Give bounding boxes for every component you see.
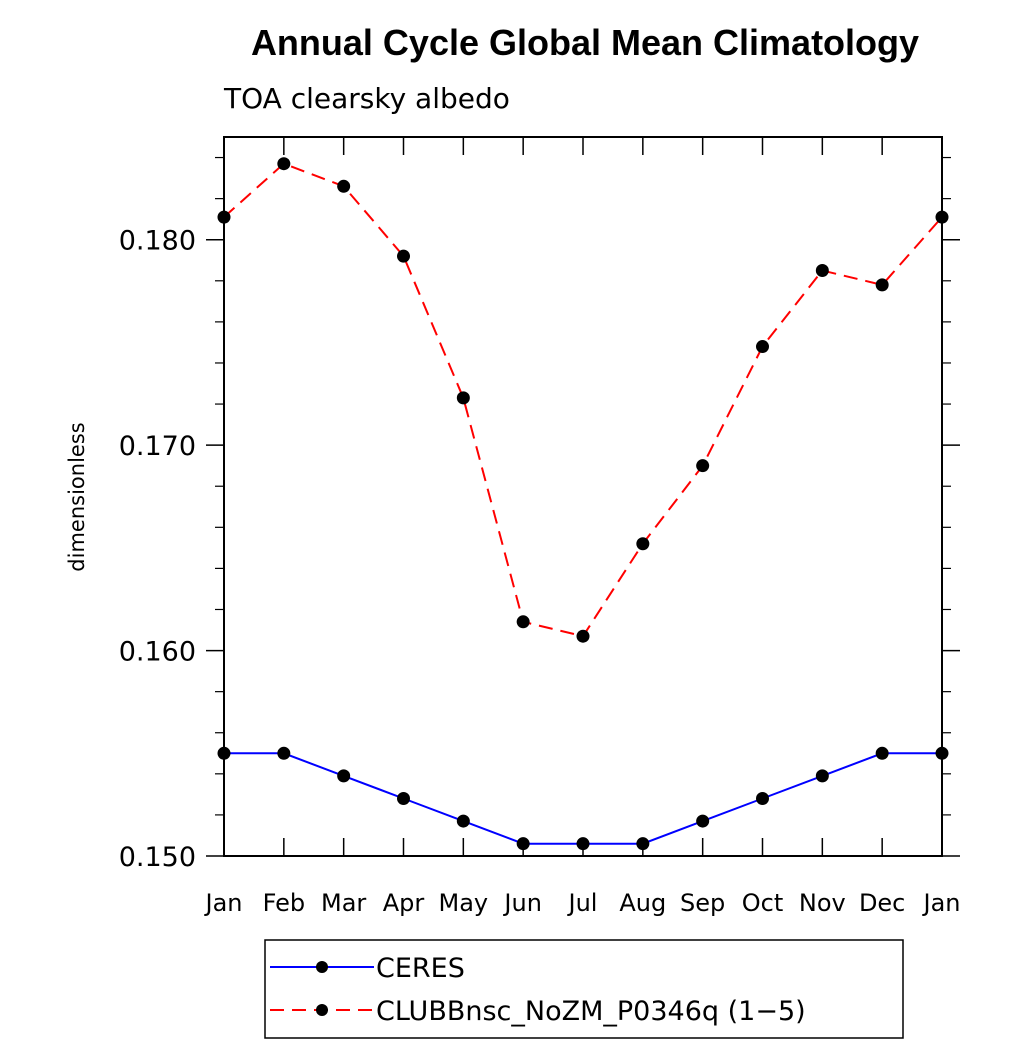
series-0-point [576, 837, 590, 851]
y-tick-label: 0.170 [119, 431, 196, 462]
x-tick-label: Jan [204, 889, 243, 917]
series-1-point [636, 537, 650, 551]
legend-label-clubb: CLUBBnsc_NoZM_P0346q (1−5) [376, 996, 806, 1027]
x-tick-label: May [439, 889, 489, 917]
y-tick-labels: 0.150 0.160 0.170 0.180 [119, 226, 196, 873]
series-line-0 [224, 752, 942, 845]
x-tick-label: Nov [799, 889, 846, 917]
series-1-point [576, 629, 590, 643]
legend-box [264, 939, 904, 1039]
series-0-point [277, 746, 291, 760]
x-tick-label: Jan [922, 889, 961, 917]
series-0-point [756, 791, 769, 805]
series-0-point [875, 746, 889, 760]
legend-marker-ceres [316, 961, 328, 973]
y-tick-label: 0.160 [119, 637, 196, 668]
x-tick-label: Aug [619, 889, 666, 917]
series-1-point [337, 179, 351, 193]
x-tick-label: Feb [263, 889, 306, 917]
series-0-point [815, 769, 829, 783]
series-1-point [815, 264, 829, 278]
y-tick-label: 0.180 [119, 226, 196, 257]
x-tick-labels: Jan Feb Mar Apr May Jun Jul Aug Sep Oct Nov Dec Jan [204, 889, 961, 917]
series-0-point [217, 746, 231, 760]
series-0-point [397, 791, 410, 805]
x-tick-label: Mar [321, 889, 366, 917]
series-0-point [636, 837, 650, 851]
series-1-point [456, 391, 470, 405]
series-0-point [456, 814, 470, 828]
chart-subtitle: TOA clearsky albedo [223, 82, 510, 115]
series-0-point [935, 746, 949, 760]
series-1-point [277, 157, 291, 171]
series-group [217, 157, 949, 851]
legend-marker-clubb [316, 1004, 328, 1016]
axis-ticks [206, 137, 960, 857]
x-tick-label: Sep [680, 889, 725, 917]
plot-frame [223, 136, 943, 857]
legend-label-ceres: CERES [376, 953, 465, 984]
series-1-point [875, 278, 889, 292]
series-1-point [935, 210, 949, 224]
series-0-point [516, 837, 530, 851]
series-0-point [696, 814, 710, 828]
series-1-point [397, 249, 410, 263]
chart-title: Annual Cycle Global Mean Climatology [251, 22, 919, 63]
series-1-point [756, 340, 769, 354]
x-tick-label: Jun [502, 889, 542, 917]
series-line-1 [223, 162, 943, 638]
series-1-point [217, 210, 231, 224]
y-tick-label: 0.150 [119, 842, 196, 873]
y-axis-label: dimensionless [65, 422, 89, 571]
x-tick-label: Apr [383, 889, 425, 917]
x-tick-label: Oct [742, 889, 784, 917]
series-1-point [696, 459, 710, 473]
x-tick-label: Dec [859, 889, 905, 917]
series-1-point [516, 615, 530, 629]
x-tick-label: Jul [567, 889, 598, 917]
series-0-point [337, 769, 351, 783]
